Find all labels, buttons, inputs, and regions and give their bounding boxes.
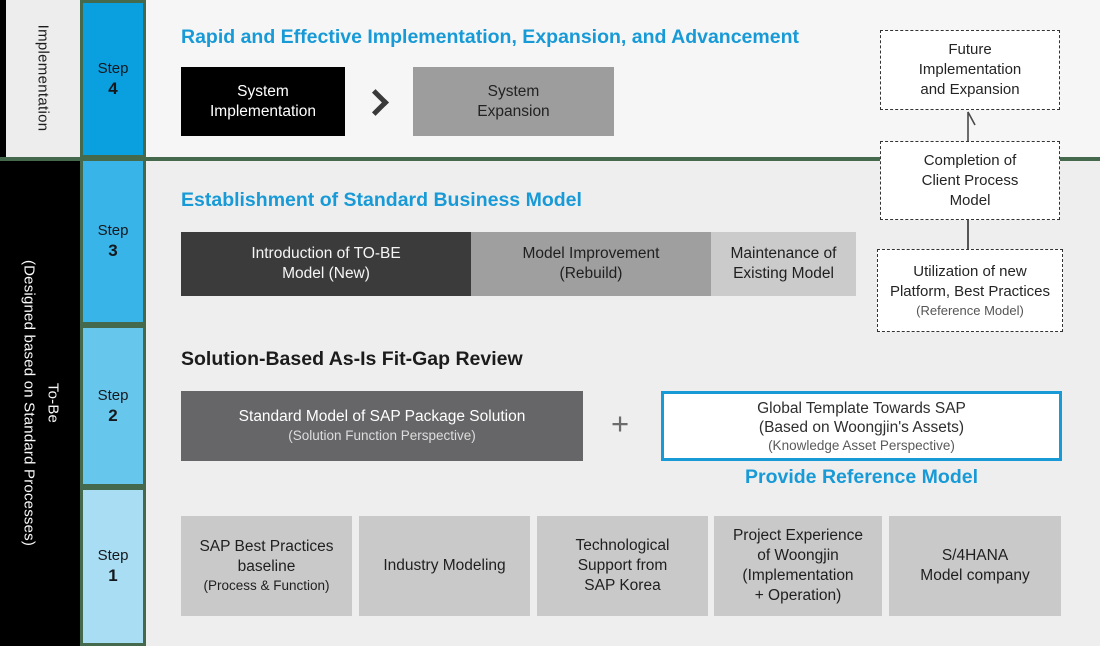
future-line1: Future [948, 41, 992, 58]
phase-top-black-strip [0, 0, 6, 157]
introduction-tobe-model-box: Introduction of TO-BE Model (New) [181, 232, 471, 296]
s4hana-line1: S/4HANA [941, 547, 1009, 564]
to-be-subline: (Designed based on Standard Processes) [20, 259, 38, 547]
step-2-word: Step [97, 386, 129, 404]
tobe-line1: Introduction of TO-BE [251, 245, 401, 262]
system-implementation-line2: Implementation [210, 102, 316, 120]
global-template-line2: (Based on Woongjin's Assets) [758, 418, 965, 436]
standard-model-sap-box: Standard Model of SAP Package Solution (… [181, 391, 583, 461]
system-expansion-box: System Expansion [413, 67, 614, 136]
phase-label-implementation: Implementation [0, 0, 80, 157]
connector-line [967, 219, 969, 250]
step-3-number: 3 [108, 241, 118, 260]
sap-best-practices-box: SAP Best Practices baseline (Process & F… [181, 516, 352, 616]
step-1-number: 1 [108, 566, 118, 585]
completion-line3: Model [949, 191, 991, 209]
step-4-number: 4 [108, 78, 118, 98]
future-line2: Implementation [918, 61, 1022, 78]
step-4-cell: Step 4 [83, 3, 143, 155]
maintenance-existing-model-box: Maintenance of Existing Model [711, 232, 856, 296]
phase-label-implementation-text: Implementation [35, 24, 52, 132]
utilization-subline: (Reference Model) [916, 303, 1024, 318]
step-1-cell: Step 1 [83, 490, 143, 643]
step-2-cell: Step 2 [83, 328, 143, 484]
step-3-cell: Step 3 [83, 161, 143, 322]
tobe-line2: Model (New) [282, 265, 370, 282]
system-implementation-box: System Implementation [181, 67, 345, 136]
future-line3: and Expansion [920, 81, 1020, 98]
improvement-line2: (Rebuild) [559, 265, 623, 282]
system-implementation-line1: System [237, 82, 289, 100]
project-exp-line3: (Implementation [742, 567, 854, 584]
step-2-number: 2 [108, 405, 118, 425]
arrow-up-icon [967, 111, 976, 141]
tech-support-line2: Support from [577, 557, 668, 574]
utilization-platform-box: Utilization of new Platform, Best Practi… [877, 249, 1063, 332]
completion-line1: Completion of [923, 151, 1017, 169]
standard-model-line1: Standard Model of SAP Package Solution [238, 408, 526, 425]
s4hana-line2: Model company [920, 567, 1030, 584]
tech-support-line3: SAP Korea [584, 577, 661, 594]
project-experience-box: Project Experience of Woongjin (Implemen… [714, 516, 882, 616]
system-expansion-line2: Expansion [477, 102, 550, 120]
row3-title: Establishment of Standard Business Model [181, 189, 582, 211]
row4-title: Rapid and Effective Implementation, Expa… [181, 26, 799, 48]
maintenance-line2: Existing Model [733, 265, 834, 282]
project-exp-line4: + Operation) [754, 587, 842, 604]
system-expansion-line1: System [487, 82, 540, 100]
industry-modeling-line1: Industry Modeling [383, 557, 506, 574]
completion-line2: Client Process [921, 171, 1019, 189]
standard-model-subline: (Solution Function Perspective) [288, 428, 476, 443]
step-column: Step 4 Step 3 Step 2 Step 1 [80, 0, 146, 646]
project-exp-line2: of Woongjin [757, 547, 839, 564]
s4hana-model-company-box: S/4HANA Model company [889, 516, 1061, 616]
plus-icon: + [610, 406, 630, 441]
best-practices-line2: baseline [237, 558, 296, 575]
best-practices-subline: (Process & Function) [203, 578, 330, 593]
technological-support-box: Technological Support from SAP Korea [537, 516, 708, 616]
phase-divider-line [0, 157, 1100, 161]
improvement-line1: Model Improvement [522, 245, 660, 262]
provide-reference-model-caption: Provide Reference Model [745, 466, 978, 488]
to-be-line: To-Be [44, 382, 62, 424]
global-template-line1: Global Template Towards SAP [757, 399, 966, 417]
maintenance-line1: Maintenance of [730, 245, 837, 262]
model-improvement-box: Model Improvement (Rebuild) [471, 232, 711, 296]
tech-support-line1: Technological [575, 537, 670, 554]
step-1-word: Step [97, 547, 129, 564]
industry-modeling-box: Industry Modeling [359, 516, 530, 616]
future-implementation-box: Future Implementation and Expansion [880, 30, 1060, 110]
step-4-word: Step [97, 59, 129, 77]
utilization-line1: Utilization of new [913, 263, 1027, 280]
phase-label-to-be: To-Be (Designed based on Standard Proces… [0, 161, 80, 646]
global-template-subline: (Knowledge Asset Perspective) [768, 437, 955, 453]
phase-label-to-be-text: To-Be (Designed based on Standard Proces… [1, 161, 81, 646]
global-template-box: Global Template Towards SAP (Based on Wo… [661, 391, 1062, 461]
completion-client-process-box: Completion of Client Process Model [880, 141, 1060, 220]
best-practices-line1: SAP Best Practices [199, 538, 334, 555]
step-3-word: Step [97, 222, 129, 239]
row2-title: Solution-Based As-Is Fit-Gap Review [181, 348, 523, 370]
utilization-line2: Platform, Best Practices [889, 283, 1051, 300]
project-exp-line1: Project Experience [732, 527, 864, 544]
